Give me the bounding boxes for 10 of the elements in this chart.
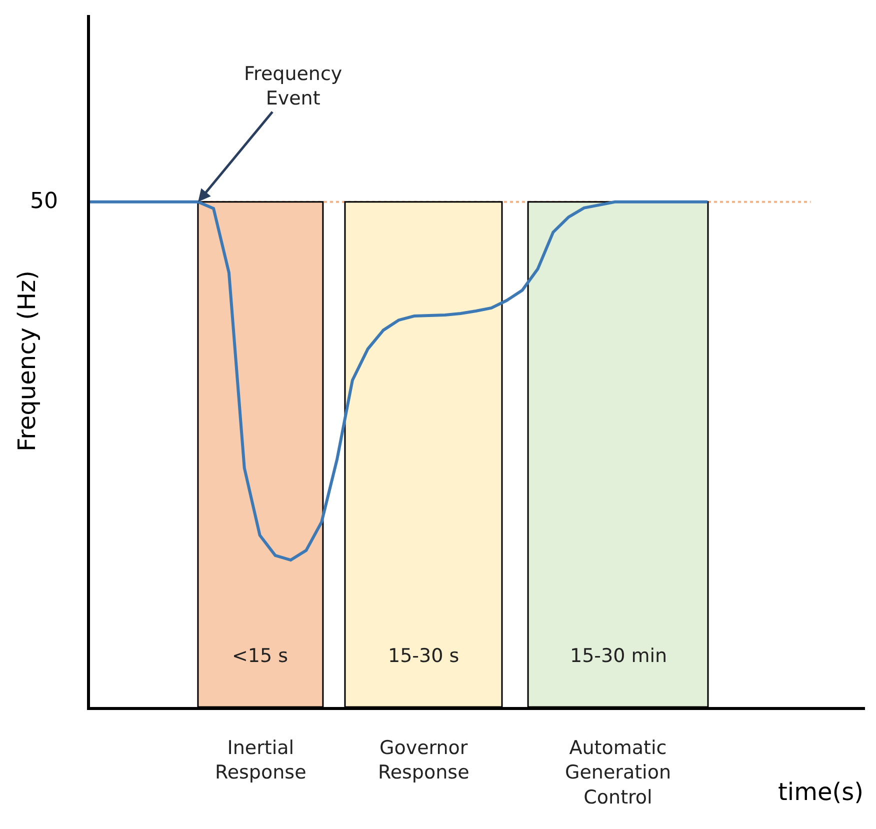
annotation: 15-30 s [388, 645, 460, 667]
text: 50 [30, 189, 58, 214]
annotation: <15 s [232, 645, 288, 667]
annotation: 15-30 min [570, 645, 668, 667]
text: Automatic Generation Control [565, 737, 671, 808]
y-axis-title: Frequency (Hz) [13, 270, 42, 452]
text: Frequency Event [244, 63, 342, 110]
text: Governor Response [378, 737, 470, 784]
x-axis-title: time(s) [778, 778, 864, 806]
text: Inertial Response [215, 737, 306, 784]
